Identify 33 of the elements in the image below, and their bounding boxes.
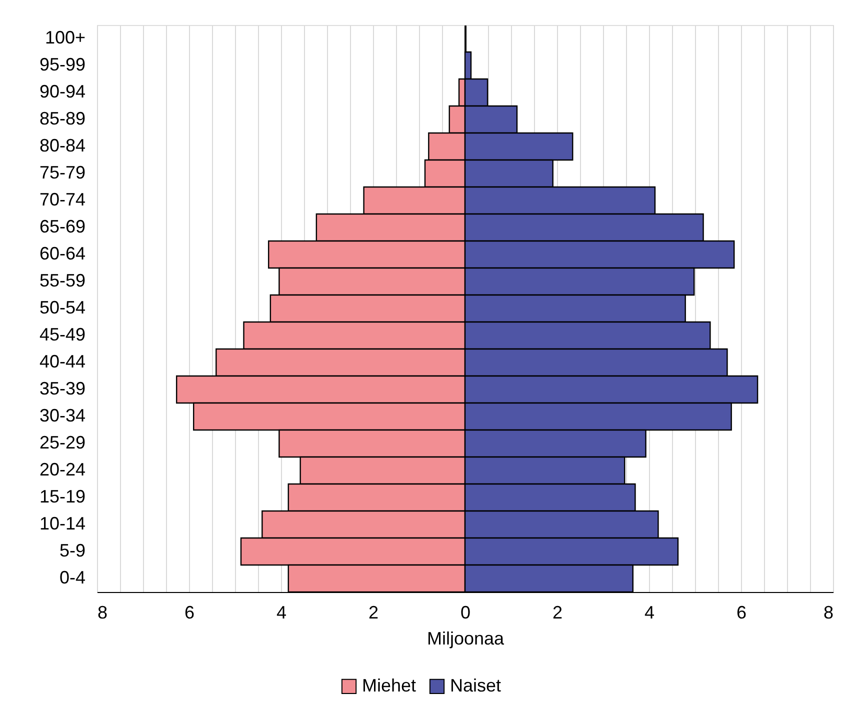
x-tick-label: 8 (98, 602, 108, 622)
y-tick-label: 60-64 (39, 244, 86, 264)
x-tick-label: 4 (644, 602, 655, 622)
legend-label: Miehet (362, 675, 416, 696)
y-tick-label: 40-44 (39, 352, 86, 372)
y-tick-label: 70-74 (39, 190, 86, 210)
y-tick-label: 65-69 (39, 216, 86, 236)
y-tick-label: 75-79 (39, 162, 86, 182)
y-tick-label: 10-14 (39, 514, 86, 534)
x-tick-label: 6 (184, 602, 195, 622)
y-tick-label: 85-89 (39, 108, 86, 128)
y-tick-label: 55-59 (39, 270, 86, 290)
x-tick-label: 4 (276, 602, 287, 622)
y-tick-label: 30-34 (39, 406, 86, 426)
y-tick-label: 90-94 (39, 82, 86, 102)
x-tick-label: 2 (368, 602, 379, 622)
y-tick-label: 80-84 (39, 136, 86, 156)
x-tick-label: 0 (460, 602, 471, 622)
y-tick-label: 15-19 (39, 486, 86, 506)
y-tick-label: 45-49 (39, 324, 86, 344)
y-tick-label: 50-54 (39, 298, 86, 318)
y-tick-label: 20-24 (39, 460, 86, 480)
x-axis-title: Miljoonaa (426, 628, 506, 648)
x-tick-label: 6 (736, 602, 747, 622)
x-tick-label: 8 (823, 602, 834, 622)
legend-label: Naiset (450, 675, 502, 696)
y-tick-label: 25-29 (39, 432, 86, 452)
y-tick-label: 95-99 (39, 54, 86, 74)
y-tick-label: 35-39 (39, 378, 86, 398)
y-tick-label: 100+ (44, 28, 86, 48)
y-tick-label: 5-9 (59, 540, 86, 560)
x-tick-label: 2 (552, 602, 563, 622)
y-tick-label: 0-4 (59, 568, 86, 588)
